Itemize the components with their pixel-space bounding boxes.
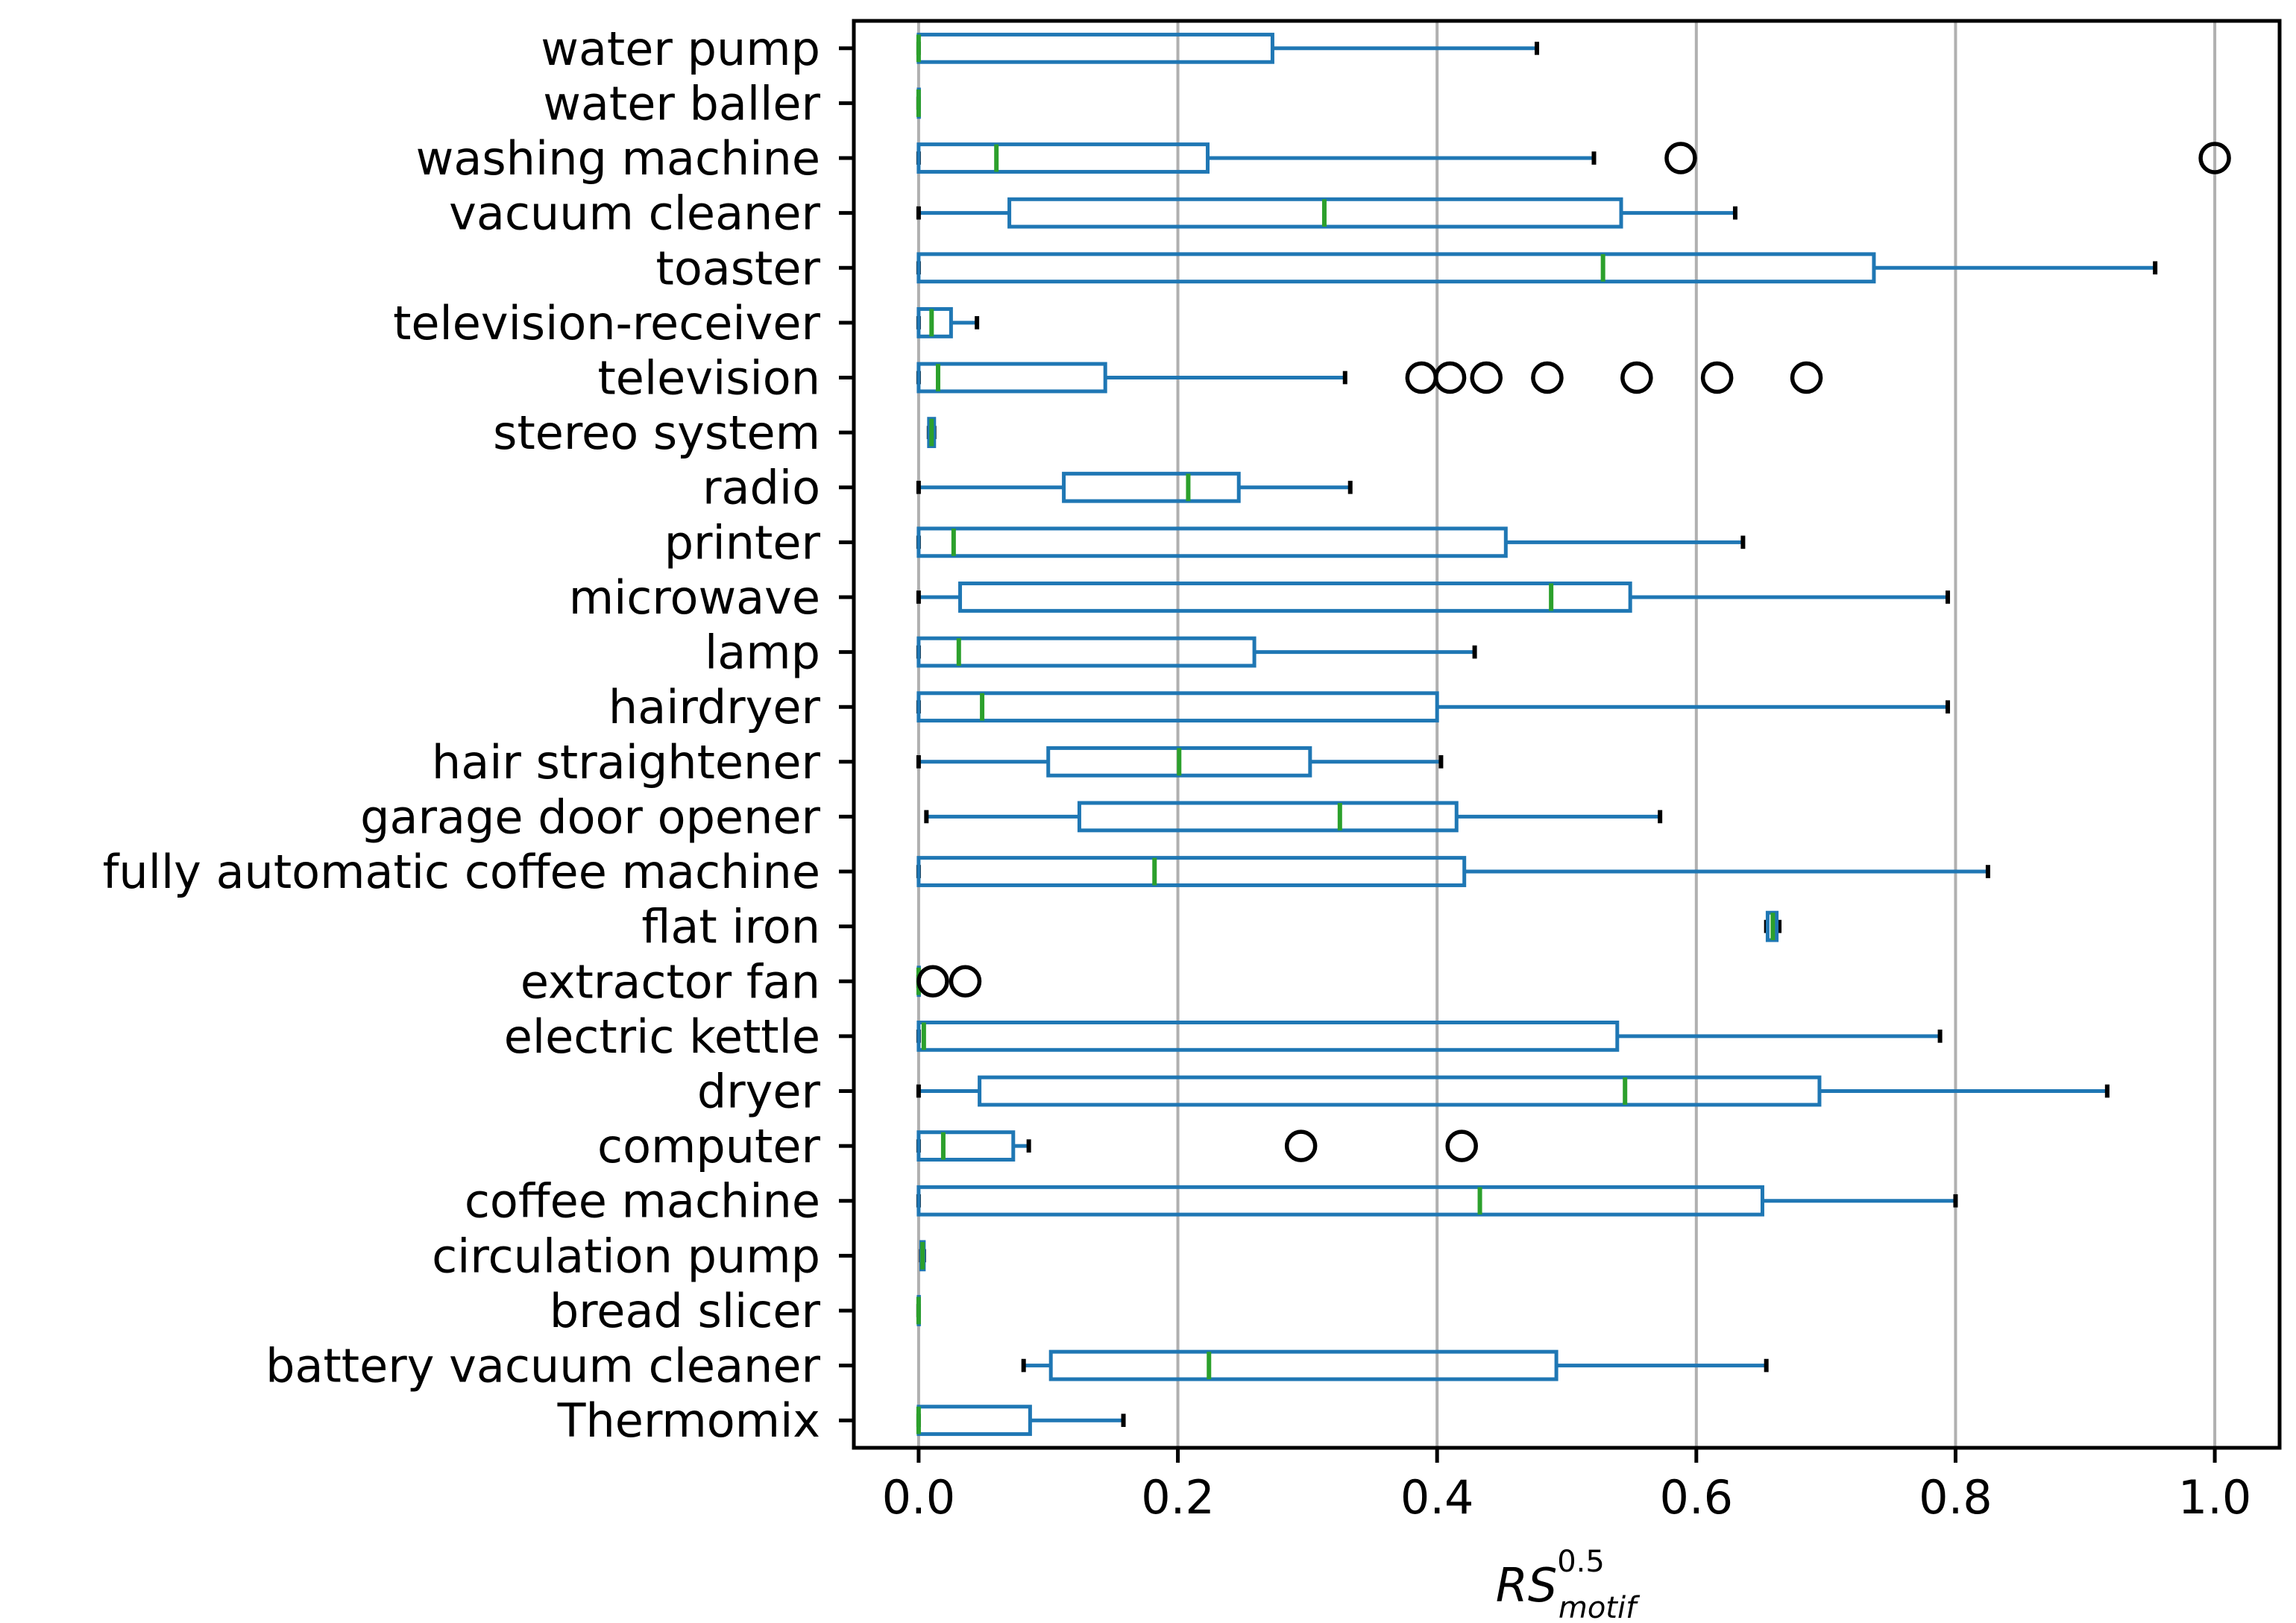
y-tick-label-television: television — [598, 351, 821, 406]
y-tick-label-washing-machine: washing machine — [416, 131, 820, 186]
outlier-point-1 — [949, 965, 982, 998]
box-iqr — [1062, 471, 1241, 503]
box-lamp — [916, 636, 1477, 668]
box-microwave — [916, 582, 1951, 613]
y-tick-label-lamp: lamp — [705, 625, 820, 680]
y-tick-label-printer: printer — [664, 515, 821, 570]
outlier-point-0 — [916, 965, 949, 998]
box-printer — [916, 526, 1746, 558]
box-iqr — [1077, 801, 1459, 833]
y-tick-label-radio: radio — [702, 461, 820, 515]
y-tick-label-toaster: toaster — [656, 241, 821, 295]
y-tick-label-vacuum-cleaner: vacuum cleaner — [449, 186, 820, 241]
y-tick-label-microwave: microwave — [569, 570, 820, 625]
x-tick-label-0: 0.0 — [882, 1470, 956, 1525]
y-tick-label-flat-iron: flat iron — [641, 900, 820, 954]
box-washing-machine — [916, 142, 2231, 174]
y-tick-label-hairdryer: hairdryer — [608, 680, 821, 734]
outlier-point-6 — [1790, 361, 1823, 394]
box-iqr — [916, 252, 1876, 284]
box-iqr — [1007, 197, 1623, 229]
y-tick-label-extractor-fan: extractor fan — [520, 954, 820, 1009]
x-tick-label-5: 1.0 — [2178, 1470, 2252, 1525]
box-iqr — [916, 306, 953, 338]
y-tick-label-water-pump: water pump — [541, 22, 820, 76]
box-circulation-pump — [919, 1240, 926, 1272]
outlier-point-2 — [1470, 361, 1503, 394]
y-tick-label-dryer: dryer — [697, 1065, 821, 1119]
x-axis-title: RS0.5 motif — [1496, 1545, 1641, 1623]
box-computer — [916, 1129, 1478, 1162]
x-axis-title-base: RS — [1496, 1558, 1557, 1613]
y-tick-label-coffee-machine: coffee machine — [465, 1174, 820, 1229]
box-garage-door-opener — [924, 801, 1663, 833]
y-tick-label-bread-slicer: bread slicer — [550, 1284, 821, 1338]
box-iqr — [916, 691, 1439, 723]
box-iqr — [958, 582, 1632, 613]
outlier-point-1 — [1433, 361, 1467, 394]
box-coffee-machine — [916, 1185, 1958, 1217]
x-tick-label-4: 0.8 — [1919, 1470, 1993, 1525]
box-extractor-fan — [916, 965, 982, 998]
box-vacuum-cleaner — [916, 197, 1737, 229]
y-tick-label-battery-vacuum-cleaner: battery vacuum cleaner — [265, 1339, 820, 1393]
box-iqr — [978, 1075, 1822, 1107]
box-dryer — [916, 1075, 2110, 1107]
outlier-point-0 — [1664, 142, 1697, 174]
box-iqr — [916, 362, 1107, 394]
y-tick-label-electric-kettle: electric kettle — [504, 1009, 820, 1064]
x-tick-label-2: 0.4 — [1400, 1470, 1474, 1525]
box-battery-vacuum-cleaner — [1021, 1349, 1769, 1381]
box-iqr — [916, 1130, 1016, 1162]
box-iqr — [1048, 1349, 1559, 1381]
box-toaster — [916, 252, 2158, 284]
x-tick-label-3: 0.6 — [1660, 1470, 1734, 1525]
box-iqr — [916, 142, 1210, 174]
x-axis-title-superscript: 0.5 — [1557, 1545, 1605, 1579]
box-electric-kettle — [916, 1020, 1943, 1052]
y-tick-label-thermomix: Thermomix — [557, 1393, 820, 1448]
box-stereo-system — [926, 417, 937, 449]
box-iqr — [916, 1185, 1764, 1217]
x-axis-title-subscript: motif — [1559, 1591, 1641, 1623]
plot-area-frame — [852, 19, 2282, 1450]
outlier-point-1 — [2198, 142, 2231, 174]
y-tick-label-water-baller: water baller — [543, 76, 820, 130]
box-hair-straightener — [916, 746, 1444, 778]
outlier-point-0 — [1284, 1129, 1318, 1162]
box-flat-iron — [1764, 910, 1782, 942]
box-iqr — [916, 526, 1508, 558]
y-tick-label-television-receiver: television-receiver — [393, 296, 820, 350]
y-tick-label-fully-automatic-coffee-machine: fully automatic coffee machine — [103, 845, 820, 899]
y-tick-label-garage-door-opener: garage door opener — [360, 790, 820, 844]
x-axis: 0.0 0.2 0.4 0.6 0.8 1.0 — [882, 1448, 2252, 1525]
box-radio — [916, 471, 1353, 503]
outlier-point-3 — [1531, 361, 1564, 394]
box-television — [916, 361, 1823, 394]
y-tick-label-computer: computer — [597, 1119, 821, 1173]
box-hairdryer — [916, 691, 1951, 723]
x-tick-label-1: 0.2 — [1141, 1470, 1215, 1525]
box-iqr — [916, 1020, 1620, 1052]
outlier-point-4 — [1620, 361, 1653, 394]
box-iqr — [916, 856, 1467, 887]
box-iqr — [916, 636, 1256, 668]
boxes — [916, 32, 2231, 1437]
y-tick-label-hair-straightener: hair straightener — [432, 735, 821, 790]
box-thermomix — [916, 1405, 1126, 1437]
box-water-pump — [916, 32, 1540, 64]
box-fully-automatic-coffee-machine — [916, 856, 1990, 887]
box-television-receiver — [916, 306, 980, 338]
outlier-point-5 — [1700, 361, 1734, 394]
outlier-point-1 — [1445, 1129, 1478, 1162]
y-tick-label-stereo-system: stereo system — [493, 406, 820, 460]
y-tick-label-circulation-pump: circulation pump — [432, 1229, 820, 1283]
